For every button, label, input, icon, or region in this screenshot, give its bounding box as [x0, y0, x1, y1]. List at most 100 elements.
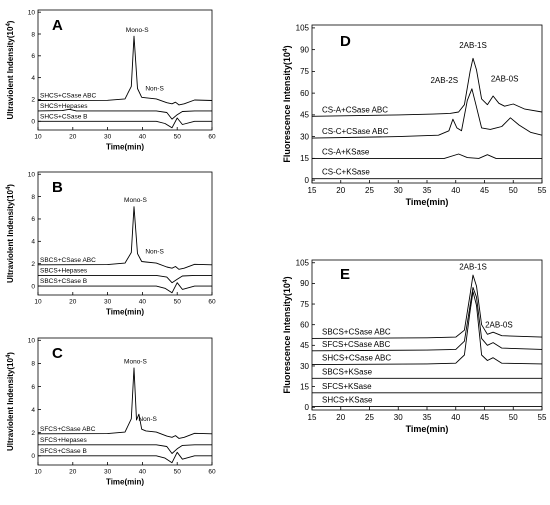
x-tick-label: 20 — [336, 413, 345, 422]
y-tick-label: 0 — [305, 403, 310, 412]
y-tick-label: 8 — [31, 31, 35, 38]
series-line — [38, 108, 212, 120]
x-tick-label: 25 — [365, 413, 374, 422]
peak-annotation: Mono-S — [124, 197, 147, 204]
x-tick-label: 20 — [69, 134, 77, 141]
series-legend-label: CS-C+KSase — [322, 168, 370, 177]
panel-d: D15 20 25 30 35 40 45 50 550153045607590105Time(… — [282, 24, 547, 207]
x-tick-label: 40 — [139, 469, 147, 476]
x-tick-label: 50 — [509, 186, 518, 195]
x-tick-label: 30 — [394, 186, 403, 195]
y-axis-label: Ultraviolent Indensity(104) — [6, 20, 15, 119]
y-axis-label-main: Ultraviolent Indensity(10 — [6, 358, 15, 451]
x-tick-label: 60 — [208, 299, 216, 306]
x-tick-label: 40 — [139, 134, 147, 141]
y-tick-label: 6 — [31, 53, 35, 60]
y-tick-label: 60 — [300, 89, 309, 98]
x-tick-label: 30 — [104, 469, 112, 476]
x-tick-label: 55 — [538, 186, 547, 195]
panel-label: E — [340, 266, 350, 283]
peak-annotation: Non-S — [138, 416, 157, 423]
y-axis-label-close: ) — [6, 184, 15, 187]
series-legend-label: SHCS+KSase — [322, 396, 373, 405]
y-axis-label: Ultraviolent Indensity(104) — [6, 184, 15, 283]
y-axis-label-main: Fluorescence Intensity(10 — [282, 283, 292, 394]
y-tick-label: 60 — [300, 320, 309, 329]
series-line — [312, 274, 542, 339]
y-axis-label-exponent: 4 — [282, 279, 289, 283]
series-legend-label: SBCS+CSase ABC — [322, 327, 391, 336]
series-line — [38, 35, 212, 106]
x-axis-label: Time(min) — [406, 424, 449, 434]
panel-c: C 10 20 30 40 50 60 0 2 4 6 8 10 Time(min) Ultraviolen… — [6, 338, 216, 487]
y-tick-label: 10 — [28, 172, 36, 179]
y-axis-label-exponent: 4 — [6, 354, 12, 358]
peak-annotation: Non-S — [145, 86, 164, 93]
series-legend-label: SBCS+CSase ABC — [40, 257, 96, 264]
series-line — [38, 451, 212, 464]
plot-frame — [37, 9, 213, 131]
y-axis-label-exponent: 4 — [6, 23, 12, 27]
y-axis-label-close: ) — [282, 276, 292, 279]
x-axis-label: Time(min) — [406, 197, 449, 207]
x-tick-label: 40 — [139, 299, 147, 306]
peak-annotation: 2AB-0S — [491, 75, 519, 84]
peak-annotation: Mono-S — [126, 27, 149, 34]
panel-e: E15 20 25 30 35 40 45 50 550153045607590105Time(… — [282, 259, 547, 434]
series-legend-label: CS-A+CSase ABC — [322, 105, 388, 114]
y-axis-label-close: ) — [6, 352, 15, 355]
x-tick-label: 15 — [308, 186, 317, 195]
y-tick-label: 4 — [31, 75, 35, 82]
series-line — [312, 88, 542, 139]
series-legend-label: SHCS+Hepases — [40, 103, 88, 110]
y-tick-label: 30 — [300, 132, 309, 141]
x-axis-label: Time(min) — [106, 308, 144, 317]
x-tick-label: 50 — [509, 413, 518, 422]
y-tick-label: 2 — [31, 97, 35, 104]
peak-annotation: Non-S — [145, 249, 164, 256]
y-tick-label: 75 — [300, 67, 309, 76]
x-tick-label: 35 — [423, 186, 432, 195]
x-tick-label: 25 — [365, 186, 374, 195]
series-line — [38, 367, 212, 439]
x-tick-label: 15 — [308, 413, 317, 422]
y-tick-label: 2 — [31, 261, 35, 268]
y-tick-label: 75 — [300, 300, 309, 309]
y-tick-label: 45 — [300, 111, 309, 120]
series-legend-label: SHCS+CSase ABC — [322, 354, 391, 363]
series-line — [312, 153, 542, 159]
series-legend-label: SBCS+Hepases — [40, 267, 88, 274]
x-tick-label: 30 — [104, 299, 112, 306]
x-tick-label: 20 — [69, 469, 77, 476]
x-tick-label: 60 — [208, 469, 216, 476]
panel-label: A — [52, 17, 63, 34]
x-tick-label: 20 — [69, 299, 77, 306]
x-tick-label: 20 — [336, 186, 345, 195]
series-line — [312, 287, 542, 352]
plot-frame — [37, 337, 213, 466]
x-tick-label: 10 — [34, 134, 42, 141]
y-tick-label: 0 — [31, 119, 35, 126]
y-tick-label: 4 — [31, 407, 35, 414]
y-axis-label-main: Ultraviolent Indensity(10 — [6, 190, 15, 283]
series-legend-label: CS-A+KSase — [322, 147, 370, 156]
series-legend-label: SBCS+KSase — [322, 367, 373, 376]
y-tick-label: 8 — [31, 361, 35, 368]
y-axis-label: Fluorescence Intensity(104) — [282, 276, 292, 393]
x-tick-label: 50 — [174, 469, 182, 476]
series-line — [38, 282, 212, 294]
y-tick-label: 30 — [300, 362, 309, 371]
peak-annotation: 2AB-1S — [459, 41, 487, 50]
y-tick-label: 45 — [300, 341, 309, 350]
y-tick-label: 10 — [28, 9, 36, 16]
x-tick-label: 10 — [34, 469, 42, 476]
peak-annotation: Mono-S — [124, 358, 147, 365]
x-tick-label: 45 — [480, 413, 489, 422]
peak-annotation: 2AB-1S — [459, 263, 487, 272]
series-legend-label: SFCS+CSase B — [40, 448, 87, 455]
panel-label: C — [52, 345, 63, 362]
y-tick-label: 2 — [31, 430, 35, 437]
x-axis-label: Time(min) — [106, 143, 144, 152]
y-axis-label-close: ) — [6, 20, 15, 23]
